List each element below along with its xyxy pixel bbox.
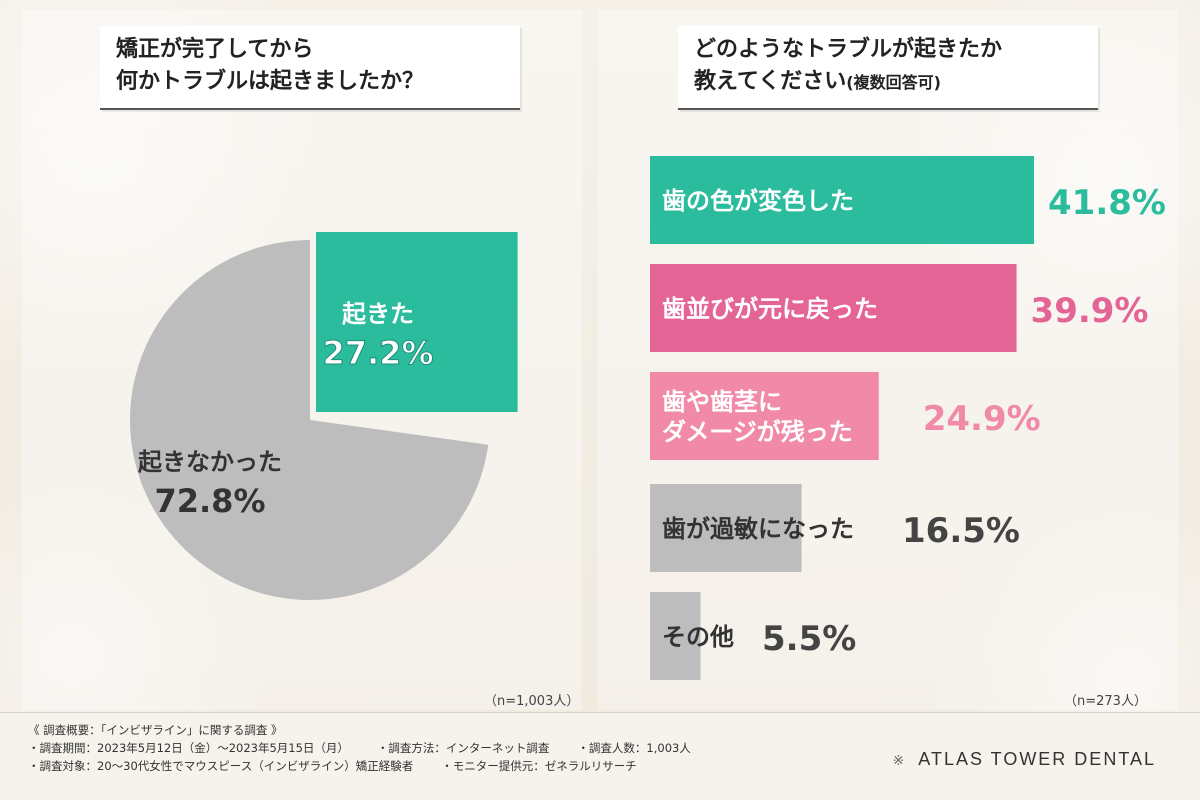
- left-sample-size: （n=1,003人）: [484, 694, 580, 709]
- bar-label-2-line-0: 歯や歯茎に: [662, 388, 782, 416]
- left-chart-title: 矯正が完了してから 何かトラブルは起きましたか？: [100, 26, 520, 110]
- bar-2: [650, 372, 879, 460]
- pie-value-1: 72.8%: [154, 482, 265, 520]
- brand-name: ATLAS TOWER DENTAL: [918, 749, 1156, 769]
- bar-0: [650, 156, 1034, 244]
- pie-slice-0: [316, 232, 518, 412]
- pie-chart: 起きた 27.2% 起きなかった 72.8%: [130, 232, 518, 600]
- left-title-line-1: 矯正が完了してから: [116, 37, 314, 62]
- bar-value-3: 16.5%: [902, 511, 1020, 551]
- pie-value-0: 27.2%: [322, 334, 433, 372]
- bar-value-2: 24.9%: [923, 399, 1041, 439]
- bar-value-1: 39.9%: [1031, 291, 1149, 331]
- survey-target: ・調査対象：20～30代女性でマウスピース（インビザライン）矯正経験者: [28, 759, 414, 773]
- bar-label-3: 歯が過敏になった: [662, 515, 854, 543]
- bar-label-2-line-1: ダメージが残った: [662, 418, 853, 446]
- right-title-line-1: どのようなトラブルが起きたか: [694, 37, 1003, 62]
- survey-count: ・調査人数：1,003人: [577, 741, 691, 755]
- right-chart-title: どのようなトラブルが起きたか 教えてください(複数回答可): [678, 26, 1098, 110]
- right-title-line-2: 教えてください: [694, 69, 847, 94]
- survey-period: ・調査期間：2023年5月12日（金）～2023年5月15日（月）: [28, 741, 349, 755]
- survey-summary: 《 調査概要：「インビザライン」に関する調査 》 ・調査期間：2023年5月12…: [28, 721, 719, 775]
- bar-chart: 歯の色が変色した 41.8% 歯並びが元に戻った 39.9% 歯や歯茎にダメージが残った…: [650, 156, 1166, 680]
- bar-label-4: その他: [662, 623, 734, 651]
- bar-value-0: 41.8%: [1048, 183, 1166, 223]
- survey-provider: ・モニター提供元：ゼネラルリサーチ: [441, 759, 637, 773]
- bar-label-0: 歯の色が変色した: [662, 187, 854, 215]
- pie-slice-1: [130, 240, 489, 600]
- pie-label-1: 起きなかった: [137, 448, 282, 476]
- bar-4: [650, 592, 701, 680]
- right-title-note: (複数回答可): [846, 73, 941, 92]
- pie-label-0: 起きた: [341, 300, 414, 328]
- survey-method: ・調査方法：インターネット調査: [376, 741, 550, 755]
- bar-label-1: 歯並びが元に戻った: [662, 295, 878, 323]
- brand-logo: ※ ATLAS TOWER DENTAL: [893, 749, 1156, 770]
- bar-3: [650, 484, 802, 572]
- left-title-line-2: 何かトラブルは起きましたか？: [116, 69, 425, 94]
- bar-value-4: 5.5%: [762, 619, 856, 659]
- brand-mark-icon: ※: [892, 752, 907, 768]
- bar-1: [650, 264, 1017, 352]
- survey-heading: 《 調査概要：「インビザライン」に関する調査 》: [28, 723, 283, 737]
- footer: 《 調査概要：「インビザライン」に関する調査 》 ・調査期間：2023年5月12…: [0, 712, 1200, 800]
- right-sample-size: （n=273人）: [1064, 694, 1147, 709]
